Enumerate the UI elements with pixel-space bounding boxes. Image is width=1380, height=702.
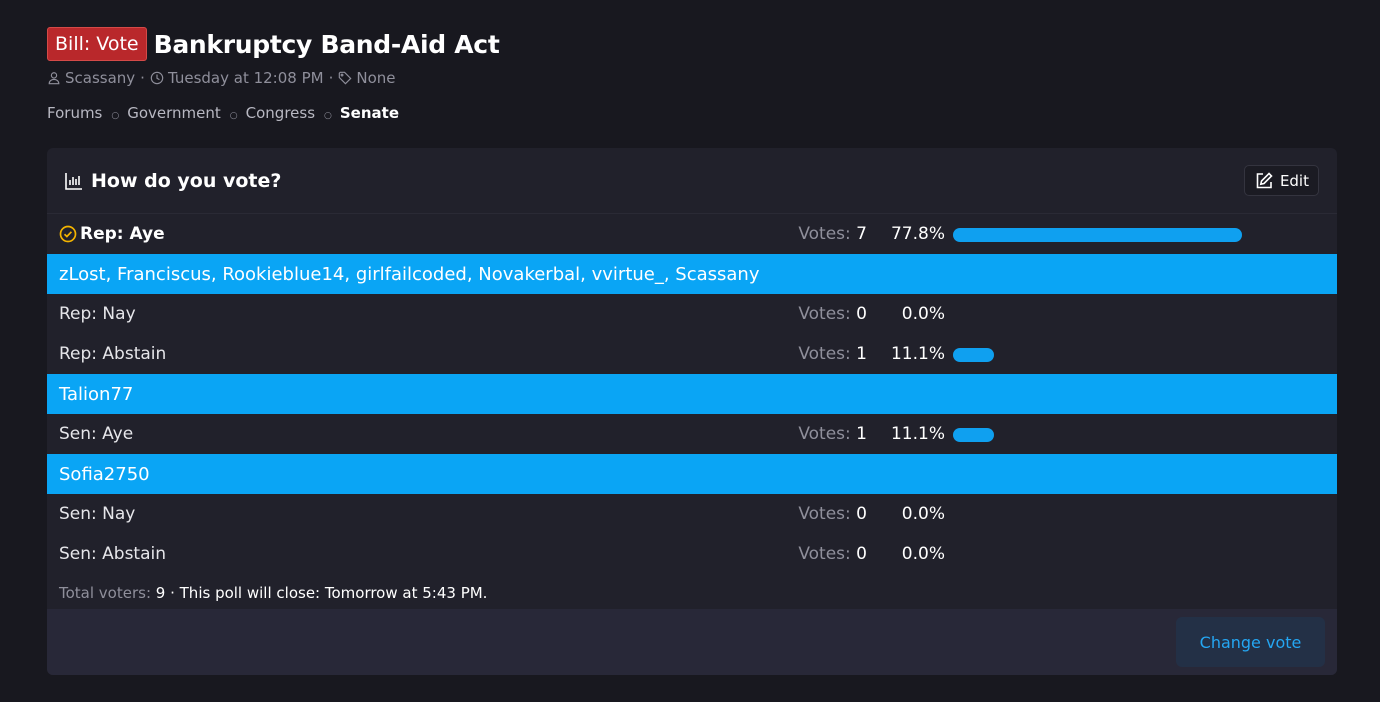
poll-option-text: Rep: Aye xyxy=(80,224,165,244)
breadcrumb-separator: ○ xyxy=(229,111,238,121)
poll-option-percent: 0.0% xyxy=(901,544,945,564)
poll-option-voters[interactable]: Talion77 xyxy=(47,374,1337,414)
poll-option-row: Sen: Aye Votes: 1 11.1% xyxy=(47,414,1337,454)
check-circle-icon xyxy=(59,225,77,243)
title-row: Bill: Vote Bankruptcy Band-Aid Act xyxy=(47,27,500,61)
breadcrumb-separator: ○ xyxy=(324,111,332,121)
votes-count: 7 xyxy=(856,224,867,244)
votes-count: 1 xyxy=(856,424,867,444)
edit-poll-button[interactable]: Edit xyxy=(1243,165,1319,196)
poll-option-label: Sen: Abstain xyxy=(59,544,166,564)
votes-label: Votes: xyxy=(798,224,851,244)
thread-header: Bill: Vote Bankruptcy Band-Aid Act Scass… xyxy=(47,27,500,122)
clock-icon xyxy=(150,71,164,85)
edit-icon xyxy=(1256,171,1273,188)
breadcrumb-forums[interactable]: Forums xyxy=(47,104,103,122)
votes-count: 1 xyxy=(856,344,867,364)
breadcrumb: Forums ○ Government ○ Congress ○ Senate xyxy=(47,104,499,122)
poll-close-text: · This poll will close: Tomorrow at 5:43… xyxy=(170,584,488,602)
poll-option-votes: Votes: 0 xyxy=(798,504,867,524)
votes-count: 0 xyxy=(856,504,867,524)
poll-option-percent: 0.0% xyxy=(901,504,945,524)
poll-option-votes: Votes: 1 xyxy=(798,344,867,364)
poll-actions: Change vote xyxy=(47,609,1337,675)
poll-option-percent: 77.8% xyxy=(890,224,945,244)
poll-option-percent: 11.1% xyxy=(890,344,945,364)
meta-separator: · xyxy=(140,69,145,87)
poll-option-bar xyxy=(953,428,994,442)
bar-chart-icon xyxy=(65,172,82,190)
breadcrumb-separator: ○ xyxy=(111,111,120,121)
poll-option-row: Rep: Abstain Votes: 1 11.1% xyxy=(47,334,1337,374)
poll-title: How do you vote? xyxy=(64,170,281,192)
total-voters-label: Total voters: xyxy=(59,584,151,602)
tag-icon xyxy=(339,71,352,85)
poll-option-row: Rep: Aye Votes: 7 77.8% xyxy=(47,214,1337,254)
poll-option-row: Sen: Abstain Votes: 0 0.0% xyxy=(47,534,1337,574)
breadcrumb-congress[interactable]: Congress xyxy=(245,104,316,122)
poll-option-label: Rep: Nay xyxy=(59,304,136,324)
edit-label: Edit xyxy=(1279,171,1309,190)
poll-option-row: Sen: Nay Votes: 0 0.0% xyxy=(47,494,1337,534)
poll-option-votes: Votes: 0 xyxy=(798,304,867,324)
thread-tags: None xyxy=(356,69,396,87)
thread-date[interactable]: Tuesday at 12:08 PM xyxy=(167,69,324,87)
poll-option-votes: Votes: 7 xyxy=(798,224,867,244)
poll-header: How do you vote? Edit xyxy=(47,148,1337,214)
poll-option-text: Sen: Nay xyxy=(59,504,136,524)
poll-option-label: Sen: Nay xyxy=(59,504,135,524)
poll-option-row: Rep: Nay Votes: 0 0.0% xyxy=(47,294,1337,334)
poll-option-label: Sen: Aye xyxy=(59,424,133,444)
thread-meta: Scassany · Tuesday at 12:08 PM · None xyxy=(47,69,499,87)
change-vote-button[interactable]: Change vote xyxy=(1176,617,1325,667)
poll-option-text: Sen: Abstain xyxy=(59,544,167,564)
votes-label: Votes: xyxy=(798,424,851,444)
thread-author[interactable]: Scassany xyxy=(65,69,136,87)
poll-option-label: Rep: Aye xyxy=(59,224,165,244)
poll-option-bar xyxy=(953,348,994,362)
thread-title: Bankruptcy Band-Aid Act xyxy=(153,29,500,59)
votes-count: 0 xyxy=(856,304,867,324)
poll-option-label: Rep: Abstain xyxy=(59,344,166,364)
votes-label: Votes: xyxy=(798,544,851,564)
poll-option-text: Rep: Abstain xyxy=(59,344,167,364)
poll-summary: Total voters: 9 · This poll will close: … xyxy=(47,574,1337,612)
poll-option-percent: 11.1% xyxy=(890,424,945,444)
poll-option-voters[interactable]: Sofia2750 xyxy=(47,454,1337,494)
poll-option-bar xyxy=(953,228,1242,242)
thread-prefix-badge[interactable]: Bill: Vote xyxy=(47,27,147,61)
poll-option-percent: 0.0% xyxy=(901,304,945,324)
poll-block: How do you vote? Edit Rep: Aye Votes: 7 … xyxy=(47,148,1337,675)
poll-option-votes: Votes: 0 xyxy=(798,544,867,564)
votes-label: Votes: xyxy=(798,344,851,364)
poll-option-text: Rep: Nay xyxy=(59,304,136,324)
votes-label: Votes: xyxy=(798,304,851,324)
meta-separator: · xyxy=(328,69,334,87)
breadcrumb-government[interactable]: Government xyxy=(127,104,221,122)
breadcrumb-senate[interactable]: Senate xyxy=(339,104,399,122)
votes-count: 0 xyxy=(856,544,867,564)
votes-label: Votes: xyxy=(798,504,851,524)
user-icon xyxy=(48,72,60,85)
poll-question: How do you vote? xyxy=(91,169,282,192)
poll-option-text: Sen: Aye xyxy=(59,424,134,444)
total-voters-count: 9 xyxy=(155,584,166,602)
poll-option-votes: Votes: 1 xyxy=(798,424,867,444)
poll-option-voters[interactable]: zLost, Franciscus, Rookieblue14, girlfai… xyxy=(47,254,1337,294)
